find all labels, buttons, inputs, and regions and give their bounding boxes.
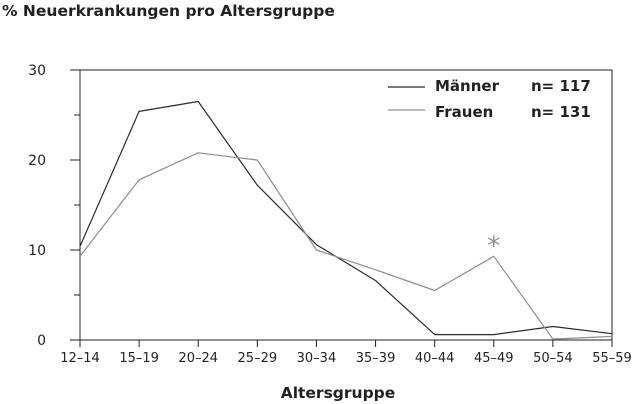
y-tick-label: 30 [28, 63, 46, 79]
x-tick-label: 45–49 [474, 351, 514, 366]
x-tick-label: 30–34 [297, 351, 337, 366]
series-lines [79, 100, 613, 340]
x-tick-label: 25–29 [238, 351, 278, 366]
legend: Männer n= 117 Frauen n= 131 [388, 77, 591, 121]
x-tick-label: 35–39 [356, 351, 396, 366]
series-line-maenner [79, 100, 613, 336]
asterisk-annotation: * [487, 231, 500, 261]
y-tick-label: 20 [28, 153, 46, 169]
x-tick-label: 50–54 [533, 351, 573, 366]
x-tick-label: 20–24 [178, 351, 218, 366]
y-tick-label: 10 [28, 243, 46, 259]
x-tick-label: 12–14 [60, 351, 100, 366]
x-axis-label: Altersgruppe [281, 384, 396, 402]
x-tick-label: 15–19 [119, 351, 159, 366]
legend-label-frauen: Frauen [435, 103, 493, 121]
legend-label-maenner: Männer [435, 77, 500, 95]
x-tick-label: 55–59 [592, 351, 632, 366]
y-tick-label: 0 [37, 333, 46, 349]
legend-n-frauen: n= 131 [531, 103, 591, 121]
series-line-frauen [79, 152, 613, 340]
legend-n-maenner: n= 117 [531, 77, 591, 95]
x-tick-label: 40–44 [415, 351, 455, 366]
axes: 0 10 20 30 12–14 15–19 20–24 25–29 30–34 35–39 40–… [28, 63, 632, 366]
chart-title: % Neuerkrankungen pro Altersgruppe [2, 2, 335, 20]
annotations: * [487, 231, 500, 261]
